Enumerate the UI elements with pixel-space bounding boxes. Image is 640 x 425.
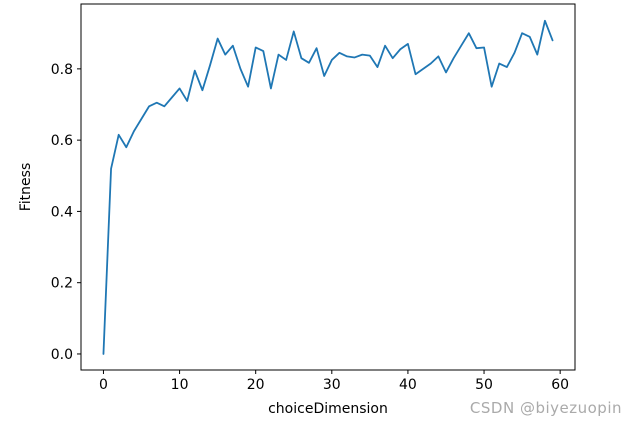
watermark: CSDN @biyezuopin <box>469 399 622 417</box>
plot-spines <box>80 3 576 371</box>
y-axis-label: Fitness <box>18 163 34 212</box>
x-tick-label: 10 <box>171 377 189 393</box>
y-tick-label: 0.2 <box>51 276 73 292</box>
y-tick-label: 0.6 <box>51 133 73 149</box>
x-tick-label: 30 <box>323 377 341 393</box>
y-tick-label: 0.0 <box>51 347 73 363</box>
y-tick-label: 0.4 <box>51 204 73 220</box>
x-tick-label: 60 <box>551 377 569 393</box>
y-tick-label: 0.8 <box>51 62 73 78</box>
fitness-series-line <box>102 19 554 355</box>
x-tick-label: 0 <box>99 377 108 393</box>
x-axis-label: choiceDimension <box>268 401 388 417</box>
x-tick-label: 40 <box>399 377 417 393</box>
x-tick-label: 20 <box>247 377 265 393</box>
x-tick-label: 50 <box>475 377 493 393</box>
